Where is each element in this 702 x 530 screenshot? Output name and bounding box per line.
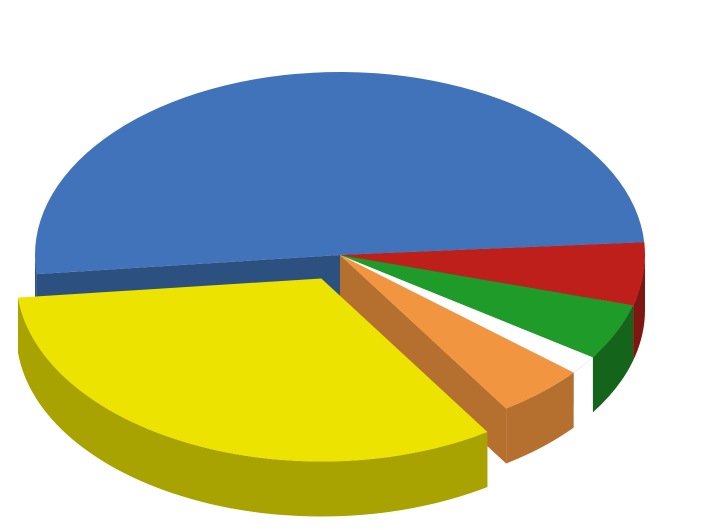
slice-top-Blue — [35, 72, 644, 274]
pie-3d-chart — [0, 0, 702, 530]
